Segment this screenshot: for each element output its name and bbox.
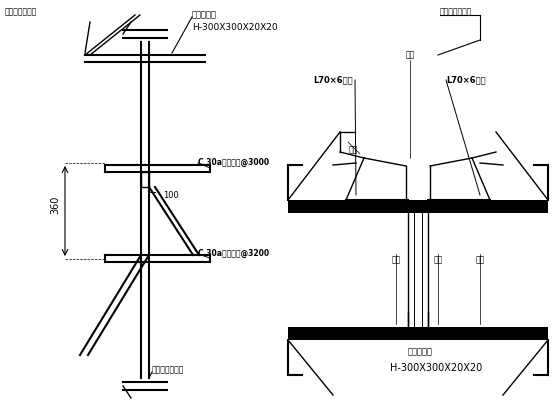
Text: L70×6角钢: L70×6角钢 bbox=[446, 76, 486, 84]
Text: 此处打型钢桩基: 此处打型钢桩基 bbox=[440, 8, 473, 16]
Text: 点焊: 点焊 bbox=[391, 255, 400, 265]
Text: H-300X300X20X20: H-300X300X20X20 bbox=[192, 23, 278, 32]
Text: 点焊: 点焊 bbox=[405, 50, 414, 60]
Text: 点焊: 点焊 bbox=[348, 145, 358, 155]
Text: C 30a槽钢两根@3000: C 30a槽钢两根@3000 bbox=[198, 158, 269, 167]
Text: H-300X300X20X20: H-300X300X20X20 bbox=[390, 363, 482, 373]
Text: 360: 360 bbox=[50, 196, 60, 214]
Text: L70×6角钢: L70×6角钢 bbox=[313, 76, 353, 84]
Text: 工字钢横梁: 工字钢横梁 bbox=[408, 347, 433, 357]
Bar bbox=[288, 327, 548, 340]
Text: 工字钢横梁: 工字钢横梁 bbox=[192, 10, 217, 19]
Text: 此处打型钢桩基: 此处打型钢桩基 bbox=[152, 365, 184, 375]
Text: 点焊: 点焊 bbox=[475, 255, 484, 265]
Text: C 30a槽钢两根@3200: C 30a槽钢两根@3200 bbox=[198, 248, 269, 257]
Bar bbox=[288, 200, 548, 213]
Text: 此处打型钢桩基: 此处打型钢桩基 bbox=[5, 8, 38, 16]
Text: 100: 100 bbox=[163, 191, 179, 200]
Text: 点焊: 点焊 bbox=[433, 255, 442, 265]
